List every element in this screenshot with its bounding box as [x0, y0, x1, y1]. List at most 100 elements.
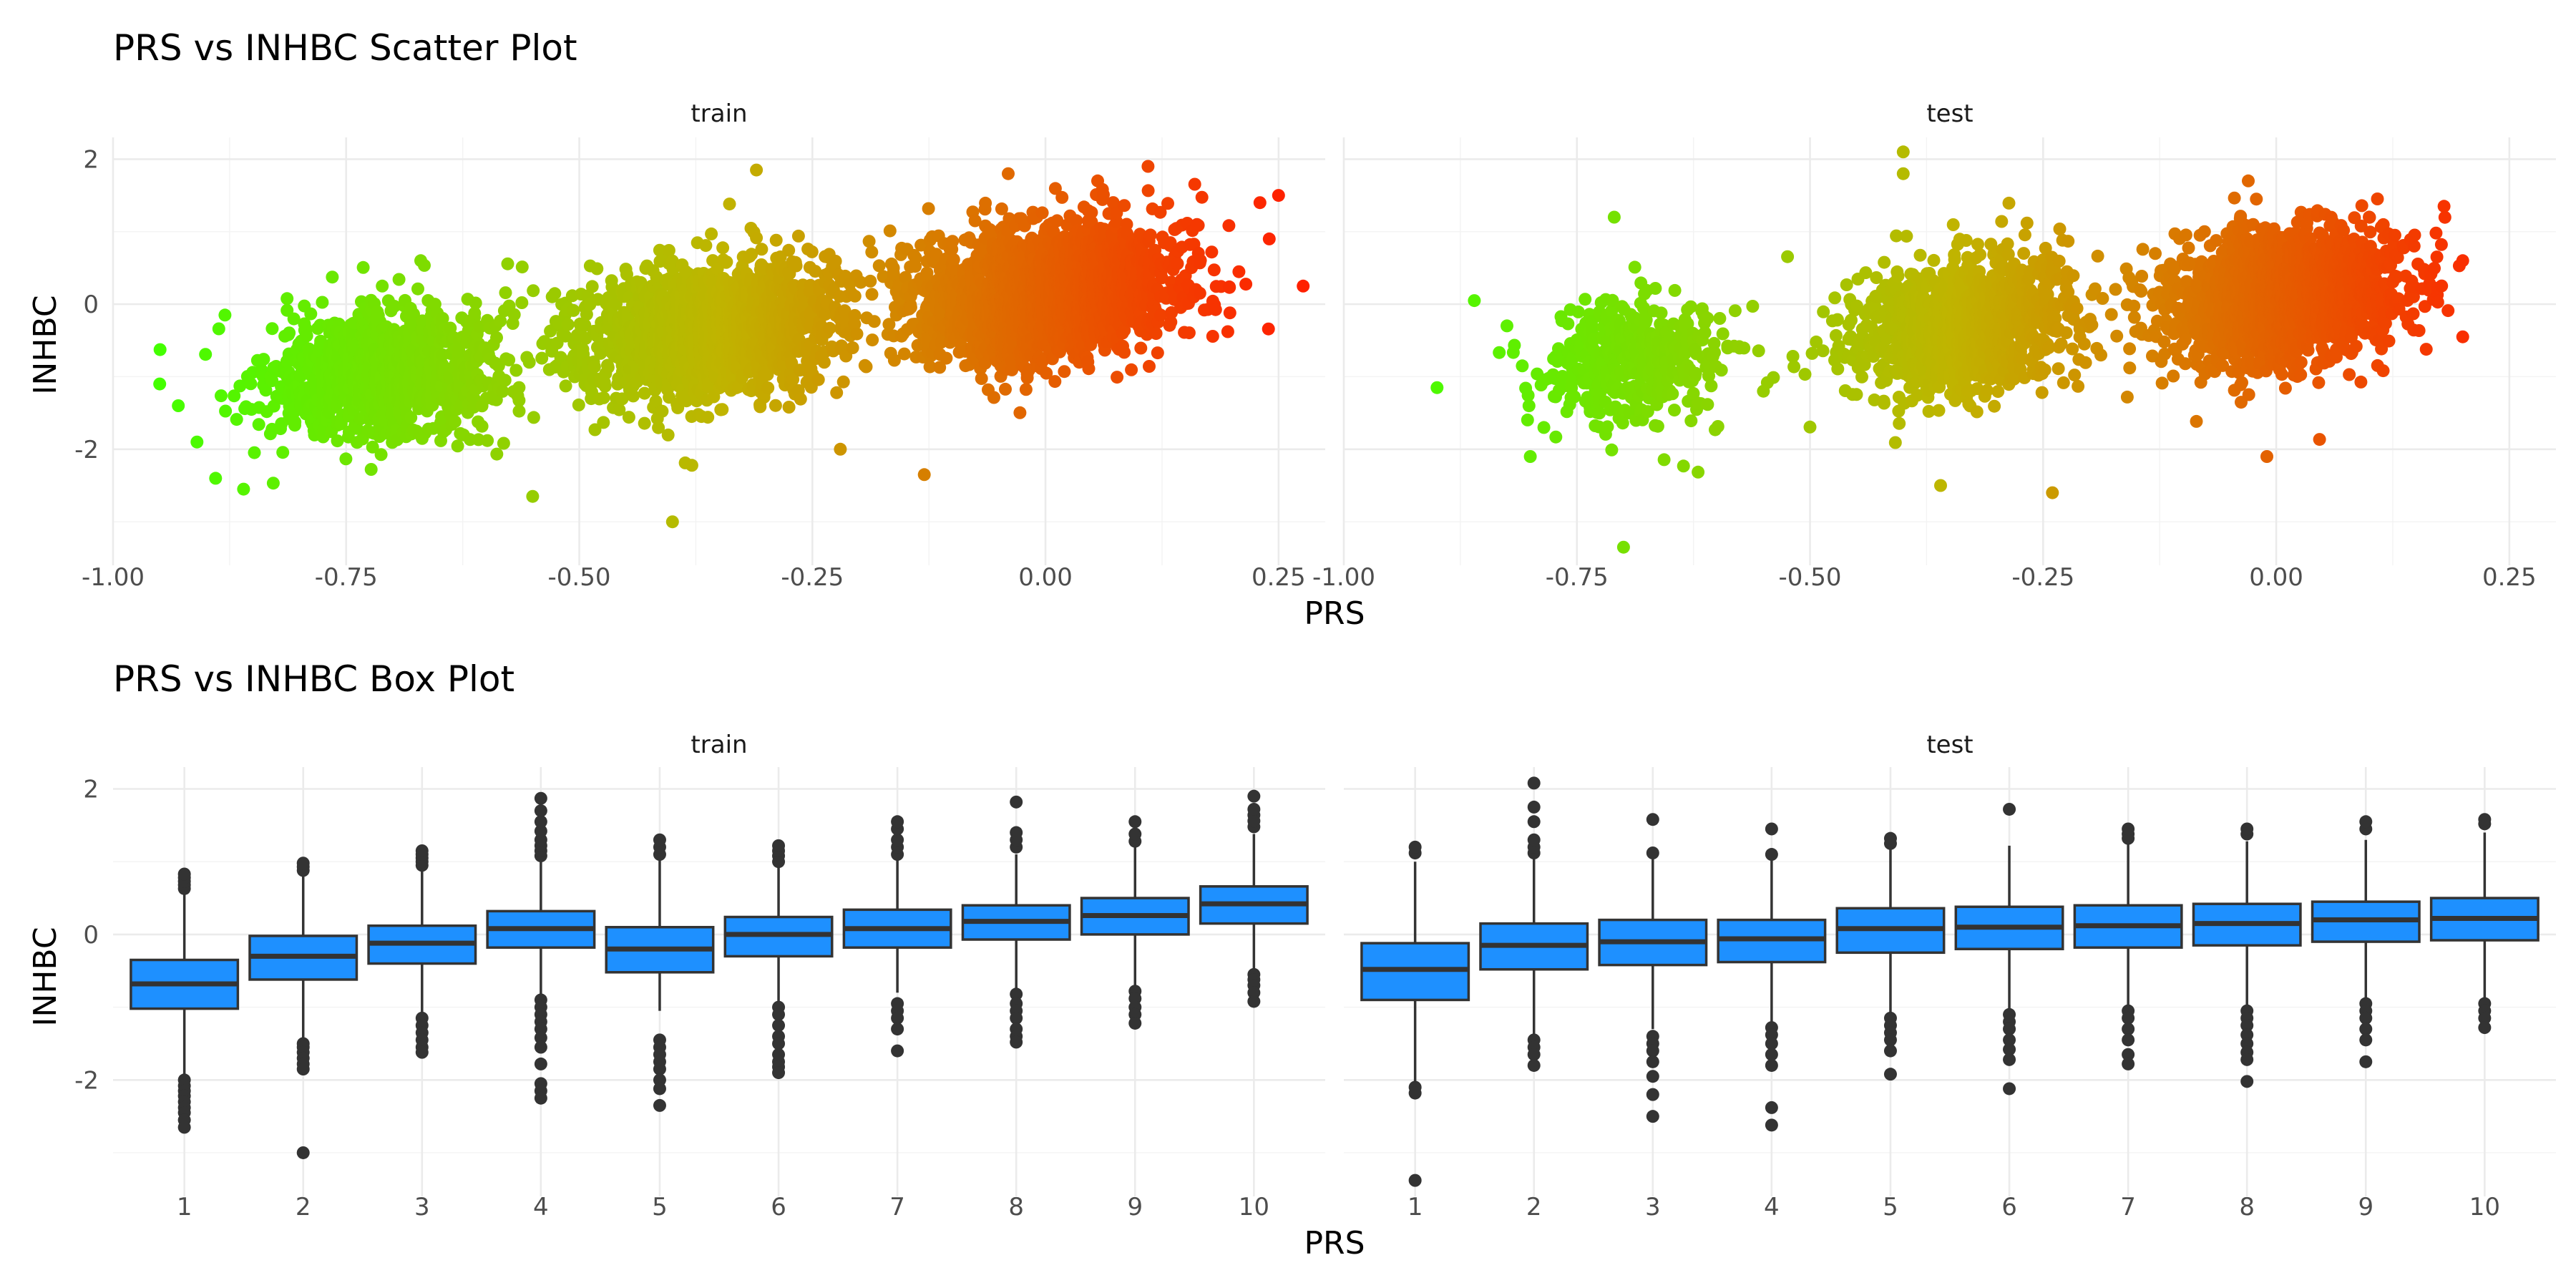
scatter-point	[987, 391, 1000, 404]
scatter-point	[862, 235, 876, 248]
scatter-point	[490, 447, 504, 461]
scatter-point	[699, 239, 713, 253]
scatter-point	[917, 468, 931, 482]
scatter-point	[946, 235, 960, 248]
scatter-strip-test: test	[1926, 99, 1973, 128]
scatter-point	[259, 384, 273, 397]
scatter-point	[836, 375, 850, 389]
scatter-point	[1002, 167, 1015, 180]
scatter-point	[830, 386, 844, 399]
scatter-point	[597, 391, 610, 404]
scatter-point	[883, 224, 897, 238]
scatter-point	[219, 404, 233, 418]
scatter-point	[364, 463, 378, 476]
scatter-point	[376, 279, 389, 293]
scatter-point	[1111, 371, 1124, 384]
scatter-point	[451, 439, 464, 453]
scatter-point	[626, 389, 640, 403]
scatter-point	[701, 411, 715, 424]
scatter-point	[300, 329, 313, 343]
scatter-point	[404, 411, 418, 424]
scatter-point	[622, 411, 635, 424]
scatter-point	[252, 418, 265, 431]
scatter-point	[1151, 346, 1164, 360]
scatter-point	[1161, 197, 1174, 210]
scatter-point	[865, 245, 879, 259]
scatter-point	[512, 404, 526, 418]
scatter-point	[215, 389, 228, 403]
scatter-point	[811, 373, 825, 386]
scatter-panel-train	[112, 137, 1325, 565]
scatter-point	[655, 404, 669, 418]
scatter-point	[237, 482, 250, 496]
scatter-point	[418, 258, 431, 272]
scatter-point	[515, 296, 529, 309]
scatter-point	[515, 260, 529, 274]
scatter-point	[1019, 383, 1033, 396]
scatter-point	[496, 384, 509, 398]
scatter-point	[1134, 341, 1148, 355]
scatter-point	[512, 394, 526, 407]
scatter-point	[904, 301, 917, 314]
scatter-point	[723, 197, 736, 211]
scatter-point	[662, 244, 675, 257]
scatter-point	[791, 229, 805, 243]
scatter-point	[848, 289, 862, 303]
scatter-point	[1048, 375, 1062, 389]
scatter-point	[266, 477, 280, 490]
scatter-point	[601, 361, 615, 374]
scatter-point	[1013, 406, 1027, 419]
scatter-point	[448, 415, 462, 429]
scatter-point	[535, 351, 549, 365]
scatter-point	[233, 379, 247, 393]
scatter-point	[597, 416, 610, 429]
scatter-point	[1125, 363, 1138, 376]
scatter-point	[897, 347, 911, 361]
scatter-point	[392, 273, 406, 286]
scatter-point	[280, 292, 294, 306]
scatter-point	[411, 282, 424, 296]
scatter-point	[782, 401, 796, 414]
scatter-point	[685, 459, 698, 472]
scatter-point	[527, 284, 540, 298]
scatter-point	[613, 403, 626, 416]
scatter-point	[512, 381, 526, 394]
scatter-point	[588, 423, 602, 436]
scatter-point	[590, 262, 604, 275]
scatter-point	[587, 360, 601, 374]
scatter-point	[782, 243, 796, 257]
scatter-point	[975, 372, 988, 385]
scatter-point	[794, 392, 807, 406]
scatter-point	[598, 379, 612, 393]
scatter-point	[834, 442, 847, 456]
scatter-point	[829, 255, 842, 268]
scatter-point	[276, 446, 290, 459]
scatter-point	[909, 251, 922, 265]
scatter-point	[716, 241, 730, 255]
scatter-point	[567, 303, 580, 317]
scatter-point	[548, 287, 562, 301]
scatter-point	[304, 307, 318, 321]
scatter-point	[244, 377, 258, 391]
scatter-point	[769, 399, 782, 412]
scatter-point	[1035, 206, 1049, 220]
scatter-point	[527, 411, 540, 424]
scatter-point	[507, 308, 521, 321]
scatter-point	[716, 403, 729, 416]
scatter-point	[366, 440, 379, 454]
scatter-point	[339, 452, 353, 466]
scatter-point	[331, 434, 344, 448]
scatter-plot-title: PRS vs INHBC Scatter Plot	[113, 27, 577, 69]
scatter-point	[561, 318, 575, 331]
scatter-point	[436, 312, 449, 325]
scatter-point	[1082, 362, 1096, 376]
scatter-point	[554, 351, 567, 364]
scatter-point	[580, 308, 593, 321]
scatter-point	[498, 374, 512, 387]
scatter-point	[859, 360, 873, 374]
scatter-point	[526, 489, 540, 503]
scatter-point	[388, 300, 401, 313]
scatter-point	[1171, 257, 1184, 270]
